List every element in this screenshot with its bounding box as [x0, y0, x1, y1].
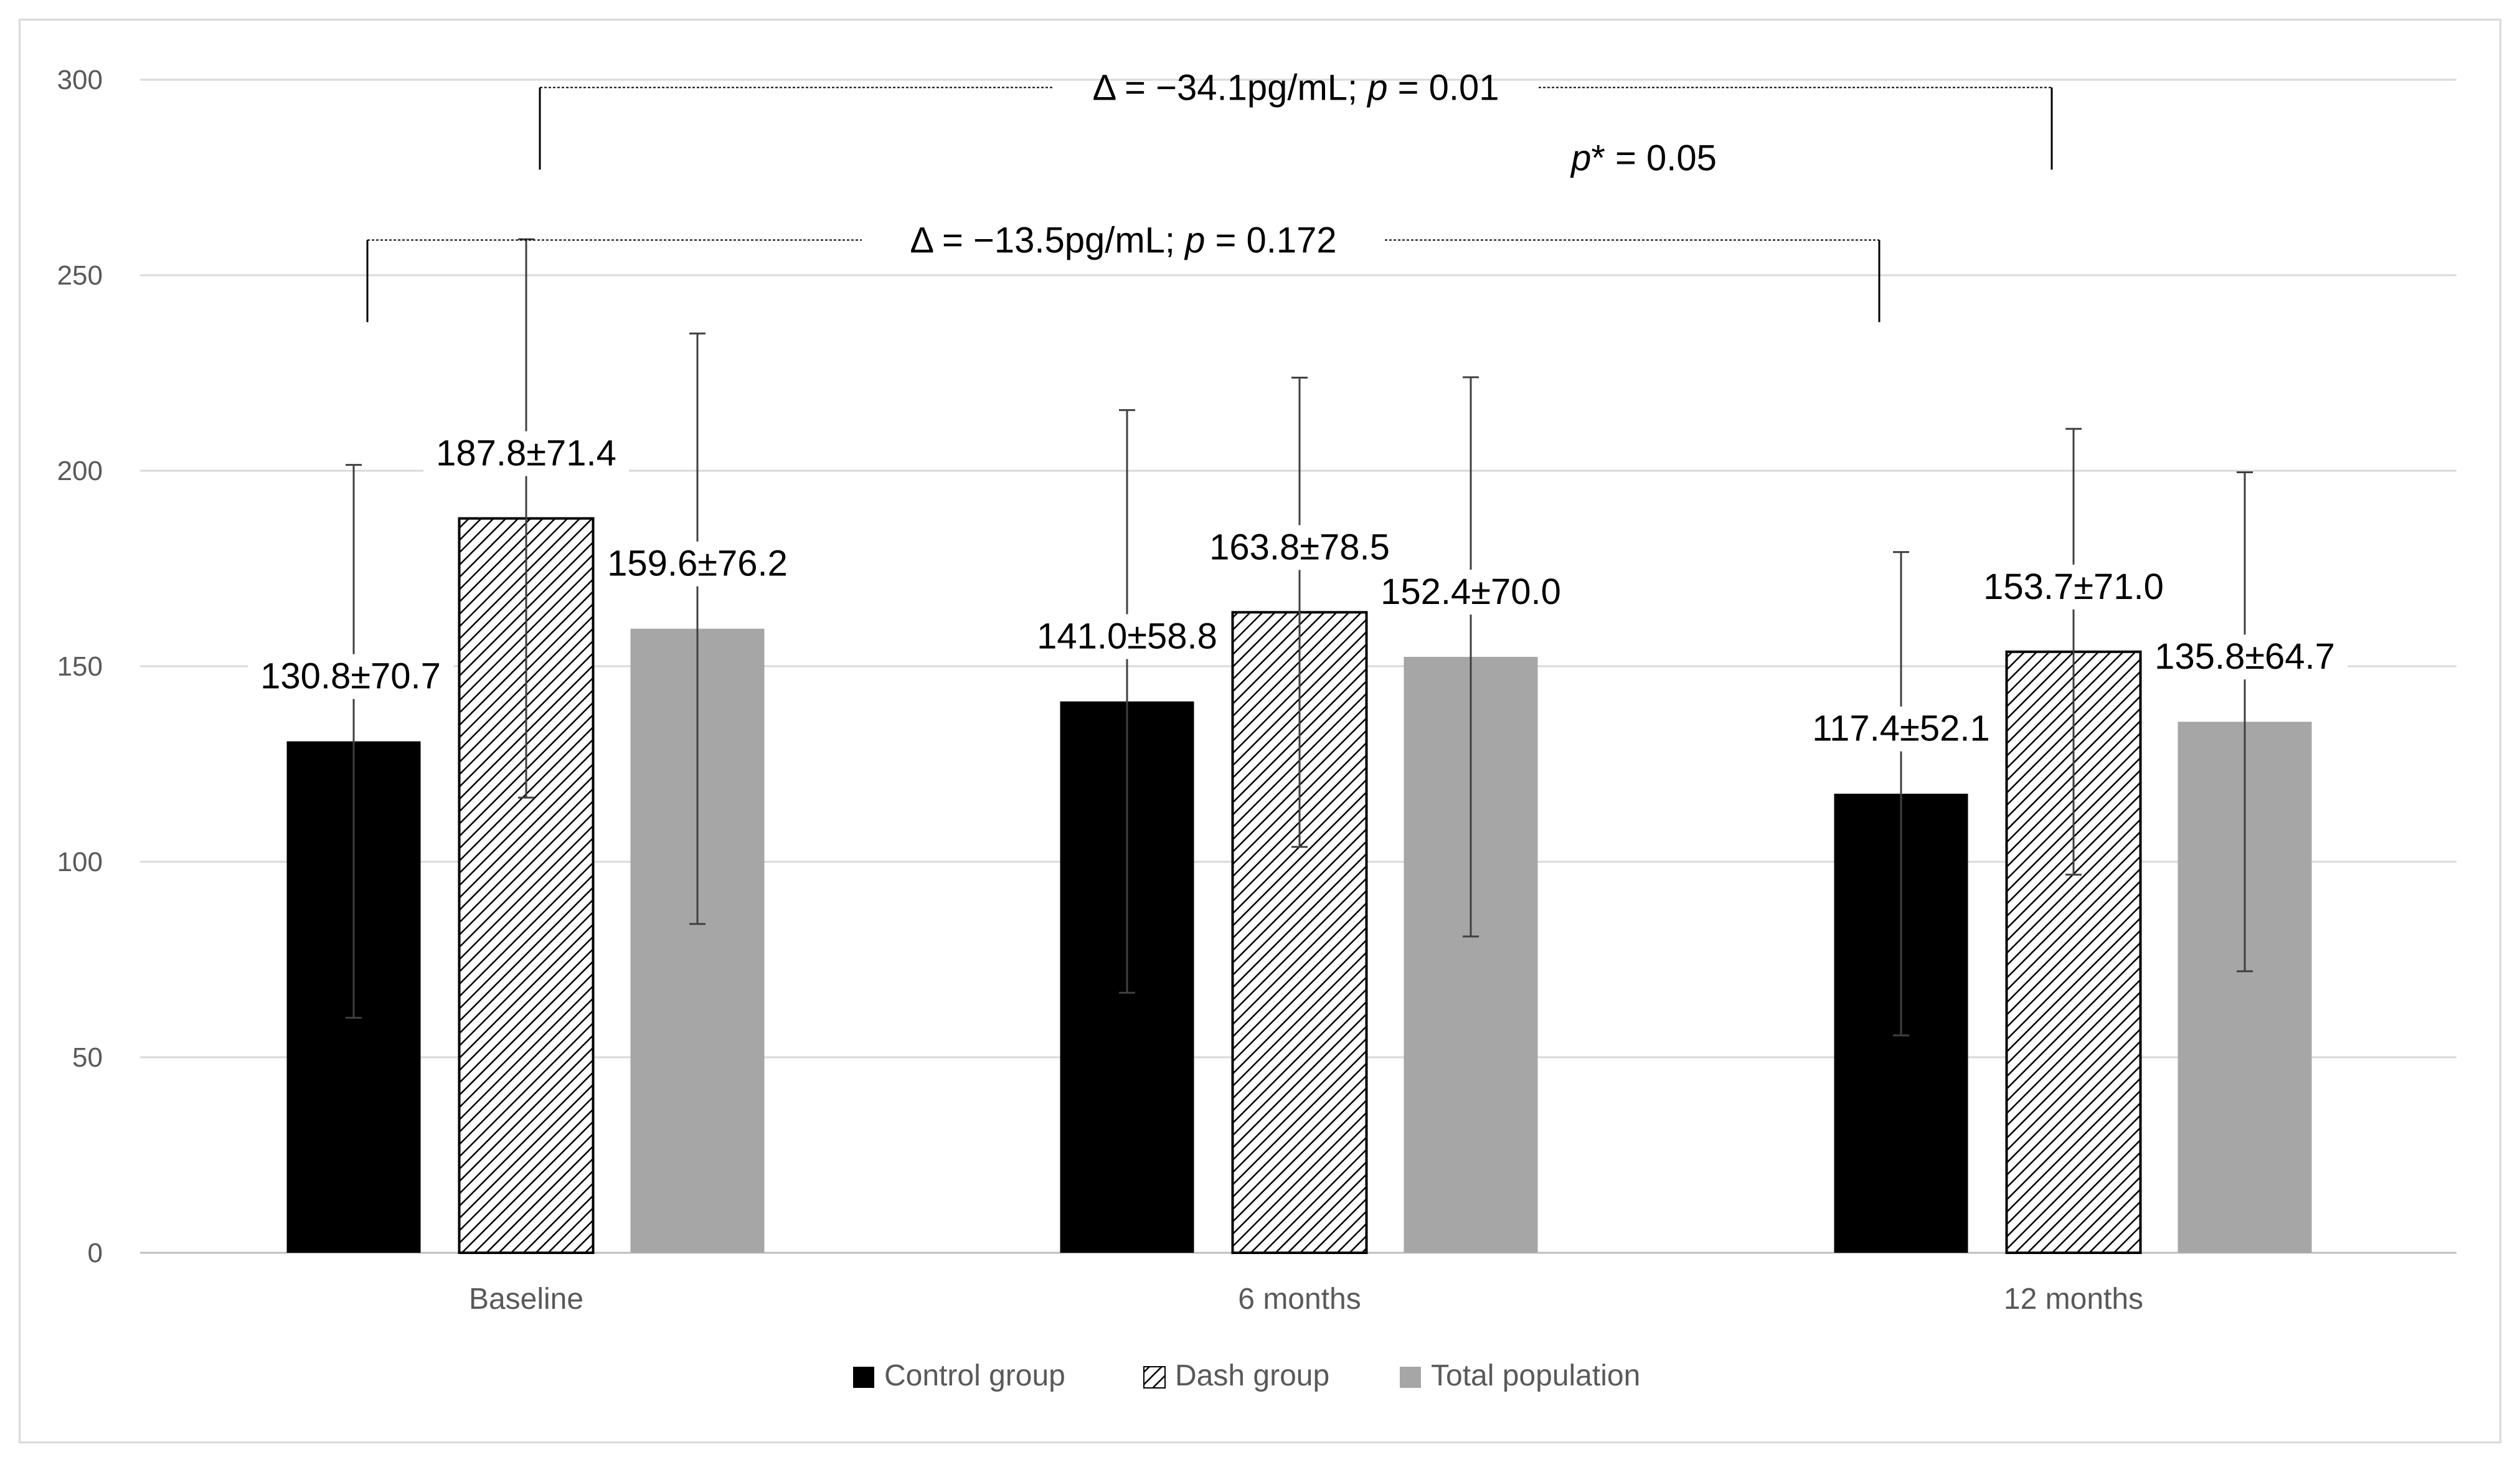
data-label-text: 130.8±70.7 [260, 656, 441, 697]
legend-label-total: Total population [1431, 1359, 1640, 1392]
y-tick-label: 100 [57, 847, 103, 877]
lower-delta: Δ = −13.5pg/mL; [910, 220, 1185, 260]
legend-swatch-control [853, 1367, 874, 1388]
data-label-text: 117.4±52.1 [1812, 709, 1990, 749]
data-label-text: 159.6±76.2 [607, 544, 788, 584]
legend-swatch-total [1400, 1367, 1421, 1388]
y-tick-label: 250 [57, 260, 103, 291]
data-label-text: 135.8±64.7 [2154, 636, 2335, 677]
data-label-text: 152.4±70.0 [1380, 572, 1561, 612]
middle-p-symbol: p [1570, 138, 1591, 179]
data-label-text: 153.7±71.0 [1983, 567, 2164, 607]
data-label: 153.7±71.0 [1971, 564, 2176, 610]
error-bar [2237, 471, 2253, 973]
error-bar [518, 238, 534, 799]
category-label: 12 months [2004, 1283, 2143, 1316]
lower-annotation-text: Δ = −13.5pg/mL; p = 0.172 [910, 220, 1336, 260]
middle-annotation-text: p* = 0.05 [1570, 138, 1717, 179]
middle-star: * [1591, 138, 1605, 179]
legend: Control group Dash group Total populatio… [853, 1359, 1640, 1392]
upper-p-symbol: p [1366, 68, 1387, 108]
error-bars [346, 238, 2253, 1037]
error-bar [689, 332, 706, 925]
category-labels: Baseline 6 months 12 months [469, 1283, 2143, 1316]
category-label: Baseline [469, 1283, 583, 1316]
data-label: 187.8±71.4 [423, 431, 629, 476]
y-axis-ticks: 0 50 100 150 200 250 300 [57, 65, 103, 1268]
y-tick-label: 50 [72, 1042, 103, 1073]
error-bar [1119, 409, 1135, 994]
y-tick-label: 200 [57, 456, 103, 486]
data-label: 163.8±78.5 [1197, 525, 1402, 570]
significance-annotations: Δ = −34.1pg/mL; p = 0.01 p* = 0.05 Δ = −… [366, 68, 2053, 323]
error-bar [1463, 376, 1479, 938]
data-label: 117.4±52.1 [1798, 706, 2004, 752]
lower-p-symbol: p [1184, 220, 1205, 260]
upper-annotation-text: Δ = −34.1pg/mL; p = 0.01 [1092, 68, 1499, 108]
data-label-text: 163.8±78.5 [1209, 527, 1390, 567]
legend-label-control: Control group [884, 1359, 1065, 1392]
upper-delta: Δ = −34.1pg/mL; [1092, 68, 1367, 108]
error-bar [346, 464, 362, 1019]
category-label: 6 months [1238, 1283, 1361, 1316]
data-labels: 130.8±70.7 141.0±58.8 117.4±52.1 187.8±71.4… [248, 431, 2348, 752]
y-tick-label: 150 [57, 651, 103, 682]
error-bar [1893, 551, 1909, 1037]
legend-label-dash: Dash group [1175, 1359, 1329, 1392]
upper-bracket [539, 87, 2053, 170]
data-label: 152.4±70.0 [1368, 569, 1574, 615]
data-label: 141.0±58.8 [1024, 614, 1230, 659]
error-bar [1291, 377, 1308, 848]
data-label: 159.6±76.2 [595, 541, 800, 587]
error-bar [2065, 428, 2082, 876]
lower-p-value: = 0.172 [1205, 220, 1336, 260]
data-label: 130.8±70.7 [248, 654, 453, 699]
y-tick-label: 0 [88, 1238, 103, 1268]
upper-p-value: = 0.01 [1388, 68, 1499, 108]
y-tick-label: 300 [57, 65, 103, 95]
lower-bracket [366, 239, 1881, 323]
middle-p-value: = 0.05 [1605, 138, 1717, 179]
data-label-text: 141.0±58.8 [1037, 616, 1217, 657]
legend-swatch-dash [1143, 1366, 1166, 1389]
data-label: 135.8±64.7 [2142, 634, 2348, 680]
bar-dash-group-1 [1231, 611, 1368, 1254]
data-label-text: 187.8±71.4 [436, 433, 616, 474]
